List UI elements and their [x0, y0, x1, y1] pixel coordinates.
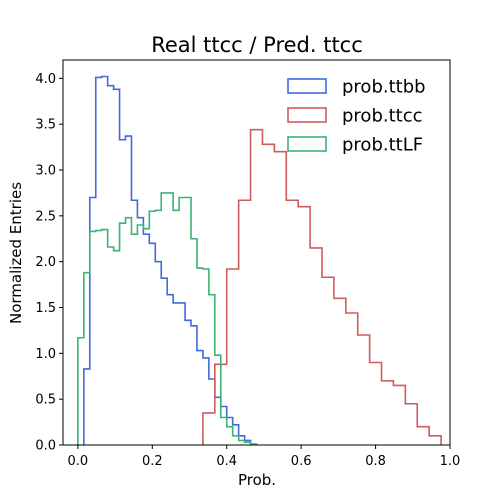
legend-label-prob-ttcc: prob.ttcc — [342, 106, 423, 127]
y-tick-label: 2.0 — [35, 255, 56, 270]
y-tick-label: 3.5 — [35, 118, 56, 133]
legend-swatch-prob-ttLF — [287, 136, 327, 152]
legend-swatch-prob-ttbb — [287, 78, 327, 94]
histogram-series-prob-ttbb — [83, 75, 252, 445]
y-tick-label: 1.0 — [35, 347, 56, 362]
legend-swatch-prob-ttcc — [287, 107, 327, 123]
legend-label-prob-ttLF: prob.ttLF — [342, 135, 423, 156]
plot-frame — [62, 59, 451, 446]
x-axis: 0.0 0.2 0.4 0.6 0.8 1.0 — [68, 445, 461, 469]
histogram-series-prob-ttcc — [202, 128, 442, 445]
y-axis-label: Normalized Entries — [7, 182, 25, 324]
y-axis: 0.0 0.5 1.0 1.5 2.0 2.5 3.0 3.5 4.0 — [35, 72, 63, 454]
x-tick-label: 0.2 — [142, 454, 163, 469]
histogram-series-prob-ttLF — [77, 192, 258, 445]
chart-title: Real ttcc / Pred. ttcc — [151, 33, 363, 57]
y-tick-label: 2.5 — [35, 209, 56, 224]
legend: prob.ttbb prob.ttcc prob.ttLF — [287, 77, 426, 156]
y-tick-label: 1.5 — [35, 301, 56, 316]
legend-label-prob-ttbb: prob.ttbb — [342, 77, 426, 98]
x-tick-label: 0.8 — [365, 454, 386, 469]
y-tick-label: 4.0 — [35, 72, 56, 87]
y-tick-label: 0.0 — [35, 439, 56, 454]
y-tick-label: 3.0 — [35, 164, 56, 179]
x-tick-label: 0.6 — [291, 454, 312, 469]
x-axis-label: Prob. — [238, 471, 276, 489]
x-tick-label: 0.0 — [68, 454, 89, 469]
y-tick-label: 0.5 — [35, 393, 56, 408]
x-tick-label: 0.4 — [216, 454, 237, 469]
x-tick-label: 1.0 — [440, 454, 461, 469]
series-layer — [77, 75, 442, 445]
